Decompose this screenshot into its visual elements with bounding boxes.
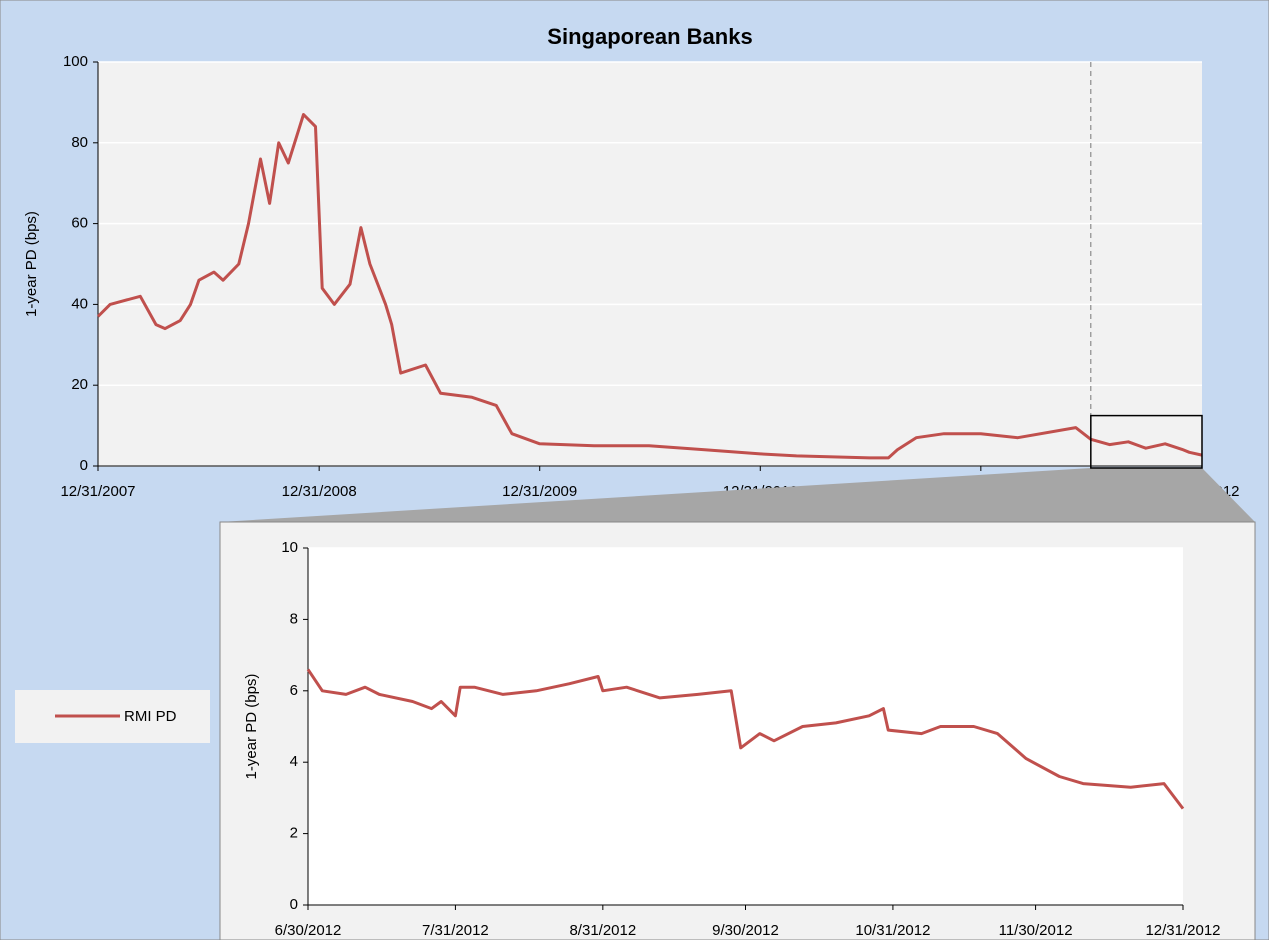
y-tick-label: 2 bbox=[290, 825, 298, 842]
zoom-connector bbox=[220, 468, 1255, 522]
x-tick-label: 12/31/2012 bbox=[1145, 922, 1220, 939]
plot-area bbox=[98, 62, 1202, 466]
x-tick-label: 9/30/2012 bbox=[712, 922, 779, 939]
x-tick-label: 8/31/2012 bbox=[569, 922, 636, 939]
chart-title: Singaporean Banks bbox=[547, 24, 752, 49]
legend-label: RMI PD bbox=[124, 708, 177, 725]
y-tick-label: 20 bbox=[71, 376, 88, 393]
y-tick-label: 4 bbox=[290, 753, 298, 770]
y-tick-label: 6 bbox=[290, 682, 298, 699]
series-line bbox=[306, 668, 1185, 810]
x-tick-label: 7/31/2012 bbox=[422, 922, 489, 939]
plot-area bbox=[308, 548, 1183, 905]
y-tick-label: 100 bbox=[63, 53, 88, 70]
y-tick-label: 0 bbox=[290, 896, 298, 913]
x-tick-label: 10/31/2012 bbox=[855, 922, 930, 939]
x-tick-label: 12/31/2008 bbox=[282, 483, 357, 500]
y-axis-label: 1-year PD (bps) bbox=[23, 211, 40, 317]
x-tick-label: 12/31/2007 bbox=[60, 483, 135, 500]
x-tick-label: 12/31/2009 bbox=[502, 483, 577, 500]
y-tick-label: 80 bbox=[71, 134, 88, 151]
zoom-box bbox=[1090, 414, 1203, 469]
series-line bbox=[96, 113, 1203, 460]
y-tick-label: 40 bbox=[71, 295, 88, 312]
y-tick-label: 8 bbox=[290, 610, 298, 627]
y-tick-label: 0 bbox=[80, 457, 88, 474]
y-tick-label: 10 bbox=[281, 539, 298, 556]
x-tick-label: 6/30/2012 bbox=[275, 922, 342, 939]
y-tick-label: 60 bbox=[71, 215, 88, 232]
x-tick-label: 11/30/2012 bbox=[999, 922, 1073, 939]
y-axis-label: 1-year PD (bps) bbox=[243, 674, 260, 780]
